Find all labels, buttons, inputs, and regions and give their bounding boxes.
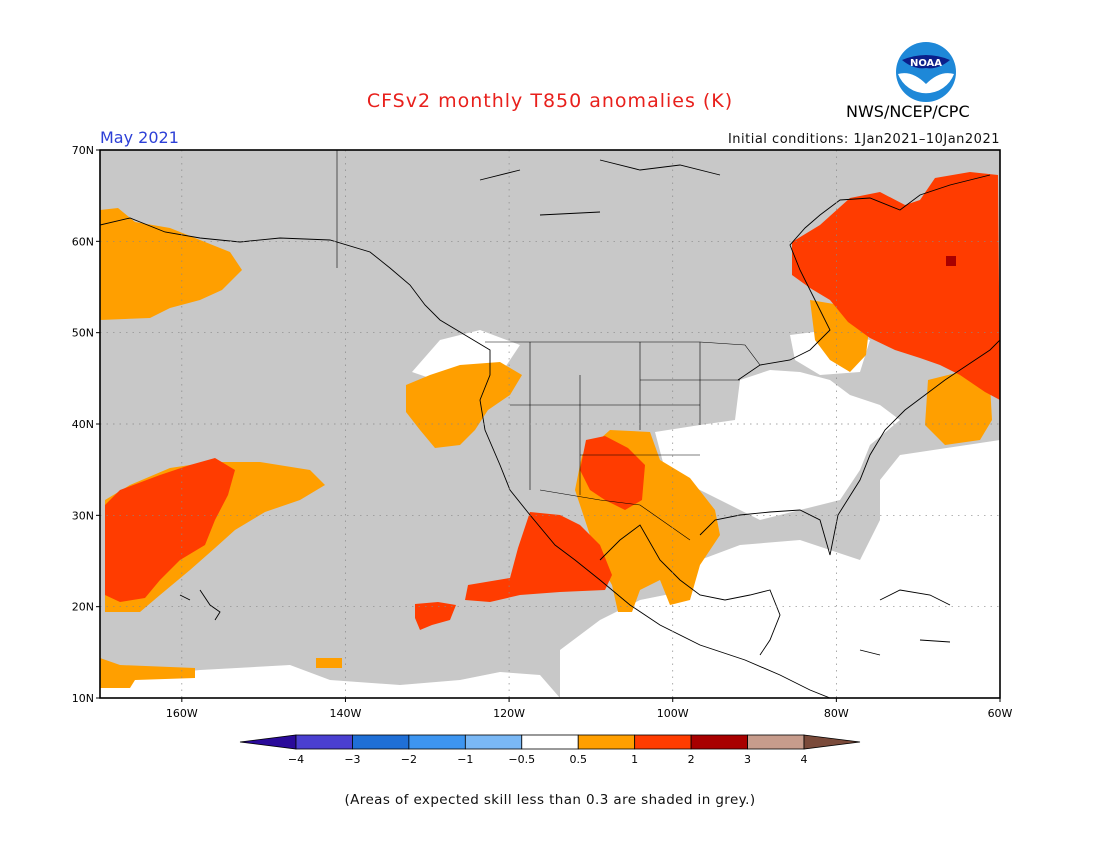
colorbar-segment bbox=[408, 734, 466, 750]
colorbar-label: 0.5 bbox=[569, 753, 587, 766]
colorbar-label: 1 bbox=[631, 753, 638, 766]
initial-conditions-label: Initial conditions: 1Jan2021–10Jan2021 bbox=[727, 132, 1000, 147]
gridlines bbox=[100, 150, 1000, 698]
colorbar-segment bbox=[577, 734, 636, 750]
lon-tick-label: 160W bbox=[166, 707, 198, 720]
orange-region-alaska bbox=[100, 208, 242, 320]
colorbar-label: −1 bbox=[457, 753, 473, 766]
lat-tick-label: 50N bbox=[72, 327, 94, 340]
orange-region-pacific-sw bbox=[100, 658, 195, 688]
latitude-axis: 70N 60N 50N 40N 30N 20N 10N bbox=[72, 144, 100, 705]
orange-region-pacific-small bbox=[316, 658, 342, 668]
orange-region-nw-us bbox=[406, 362, 522, 448]
borders bbox=[336, 150, 761, 541]
colorbar-label: −2 bbox=[401, 753, 417, 766]
colorbar-label: −3 bbox=[344, 753, 360, 766]
colorbar-segment bbox=[521, 734, 579, 750]
darkred-cell bbox=[946, 256, 956, 266]
lon-tick-label: 120W bbox=[493, 707, 525, 720]
orange-region-ne-us bbox=[925, 372, 992, 445]
red-region-pacific-small bbox=[415, 602, 456, 630]
colorbar-arrow-left bbox=[239, 734, 297, 750]
colorbar-label: 4 bbox=[801, 753, 808, 766]
anomaly-fields bbox=[100, 150, 1000, 698]
lat-tick-label: 70N bbox=[72, 144, 94, 157]
month-label: May 2021 bbox=[100, 128, 179, 147]
lon-tick-label: 60W bbox=[988, 707, 1013, 720]
lat-tick-label: 10N bbox=[72, 692, 94, 705]
agency-label: NWS/NCEP/CPC bbox=[846, 102, 970, 121]
colorbar-label: −4 bbox=[288, 753, 304, 766]
colorbar-segment bbox=[634, 734, 692, 750]
colorbar-label: 2 bbox=[688, 753, 695, 766]
lat-tick-label: 30N bbox=[72, 509, 94, 522]
logo-text: NOAA bbox=[910, 58, 942, 69]
lat-tick-label: 40N bbox=[72, 418, 94, 431]
noaa-logo: NOAA bbox=[896, 42, 956, 102]
colorbar-label: −0.5 bbox=[508, 753, 535, 766]
lon-tick-label: 80W bbox=[824, 707, 849, 720]
colorbar: −4 −3 −2 −1 −0.5 0.5 1 2 3 4 bbox=[239, 734, 861, 766]
colorbar-segment bbox=[747, 734, 805, 750]
lat-tick-label: 60N bbox=[72, 235, 94, 248]
chart-title: CFSv2 monthly T850 anomalies (K) bbox=[366, 90, 734, 112]
red-region-southwest bbox=[580, 436, 645, 510]
colorbar-arrow-right bbox=[803, 734, 861, 750]
white-region-us bbox=[655, 370, 900, 520]
colorbar-segment bbox=[295, 734, 353, 750]
lat-tick-label: 20N bbox=[72, 601, 94, 614]
colorbar-label: 3 bbox=[744, 753, 751, 766]
colorbar-segment bbox=[352, 734, 410, 750]
red-region-canada-east bbox=[792, 172, 1000, 400]
colorbar-segment bbox=[464, 734, 523, 750]
red-region-pacific-w bbox=[105, 458, 235, 602]
white-region-gulf bbox=[560, 440, 1000, 698]
longitude-axis: 160W 140W 120W 100W 80W 60W bbox=[166, 698, 1013, 720]
red-region-baja bbox=[465, 512, 612, 602]
footnote: (Areas of expected skill less than 0.3 a… bbox=[344, 792, 756, 808]
lon-tick-label: 140W bbox=[330, 707, 362, 720]
white-region-pacific-south bbox=[100, 665, 560, 698]
coastlines bbox=[100, 159, 1000, 698]
lon-tick-label: 100W bbox=[657, 707, 689, 720]
colorbar-segment bbox=[690, 734, 748, 750]
